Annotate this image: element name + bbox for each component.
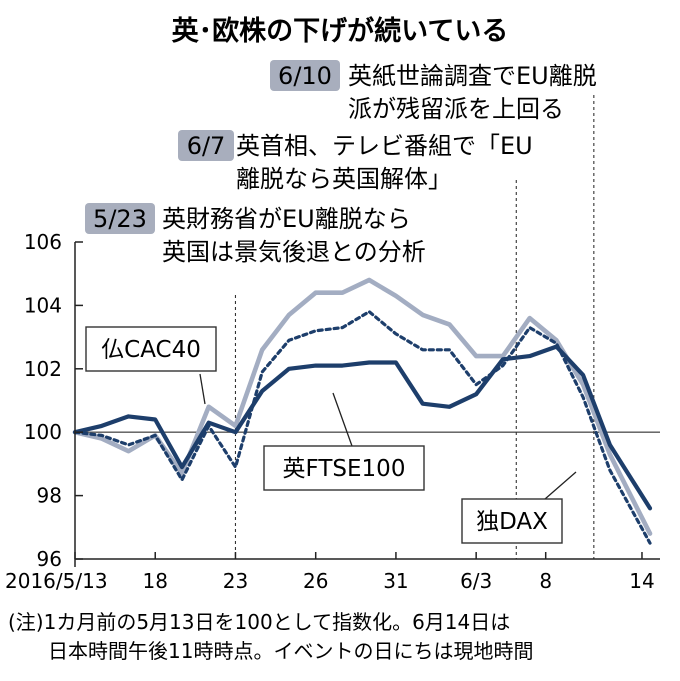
event-date-badge [270,60,340,91]
x-tick-label: 14 [629,569,654,593]
y-tick-label: 98 [37,484,62,508]
legend-dax-box [461,498,563,544]
y-tick-label: 106 [24,230,62,254]
y-tick-label: 100 [24,420,62,444]
footnote-line: 日本時間午後11時時点。イベントの日にちは現地時間 [48,639,533,663]
event-date: 5/23 [93,205,147,233]
legend-dax-leader [544,471,577,500]
event-text-line-2: 派が残留派を上回る [348,95,564,123]
x-tick-label: 2016/5/13 [5,569,108,593]
event-text-line-2: 英国は景気後退との分析 [162,238,426,266]
legend-ftse100-box [263,445,425,491]
x-tick-label: 6/3 [460,569,492,593]
x-tick-label: 31 [383,569,408,593]
x-tick-label: 26 [303,569,328,593]
y-tick-label: 102 [24,357,62,381]
event-text-line-1: 英首相、テレビ番組で「EU [236,132,533,160]
y-tick-label: 104 [24,293,62,317]
event-text-line-1: 英紙世論調査でEU離脱 [348,62,597,90]
legend-cac40: 仏CAC40 [101,337,201,363]
event-date-badge [178,130,234,161]
event-text-line-1: 英財務省がEU離脱なら [162,205,411,233]
legend-cac40-leader [199,373,206,405]
chart-title: 英･欧株の下げが続いている [172,15,509,47]
event-text-line-2: 離脱なら英国解体」 [236,165,452,193]
series-cac40-line [73,310,652,545]
event-date: 6/10 [278,62,332,90]
series-dax-line [72,277,653,536]
legend-ftse100-leader [332,392,353,447]
legend-dax: 独DAX [476,509,548,535]
x-tick-label: 18 [143,569,168,593]
event-date: 6/7 [187,132,226,160]
series-ftse100-line [72,344,653,511]
y-tick-label: 96 [37,547,62,571]
x-tick-label: 23 [223,569,248,593]
legend-cac40-box [85,326,217,372]
event-date-badge [85,203,155,234]
footnote-line: (注)1カ月前の5月13日を100として指数化。6月14日は [8,610,510,634]
legend-ftse100: 英FTSE100 [283,456,406,482]
x-tick-label: 8 [539,569,552,593]
